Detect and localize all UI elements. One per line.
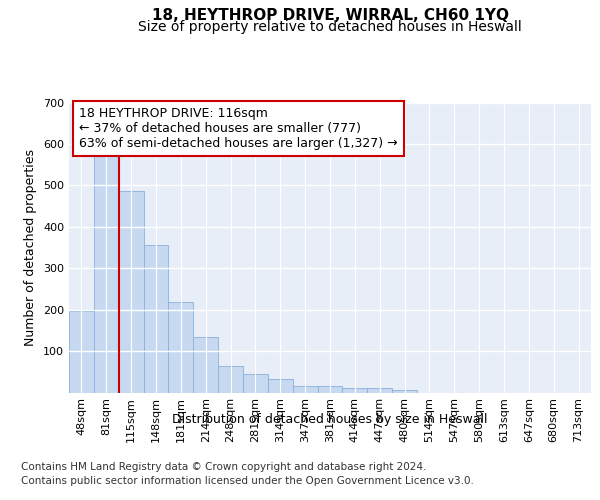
Bar: [119, 190, 143, 392]
Bar: [317, 386, 343, 392]
Text: 18, HEYTHROP DRIVE, WIRRAL, CH60 1YQ: 18, HEYTHROP DRIVE, WIRRAL, CH60 1YQ: [151, 8, 509, 22]
Bar: [218, 366, 243, 392]
Bar: [169, 302, 193, 392]
Bar: [243, 374, 268, 392]
Bar: [268, 379, 293, 392]
Bar: [193, 338, 218, 392]
Bar: [293, 386, 317, 392]
Bar: [343, 388, 367, 392]
Text: Distribution of detached houses by size in Heswall: Distribution of detached houses by size …: [172, 412, 488, 426]
Bar: [94, 152, 119, 392]
Text: Contains public sector information licensed under the Open Government Licence v3: Contains public sector information licen…: [21, 476, 474, 486]
Text: Size of property relative to detached houses in Heswall: Size of property relative to detached ho…: [138, 20, 522, 34]
Bar: [367, 388, 392, 392]
Bar: [143, 246, 169, 392]
Bar: [392, 390, 417, 392]
Y-axis label: Number of detached properties: Number of detached properties: [25, 149, 37, 346]
Text: Contains HM Land Registry data © Crown copyright and database right 2024.: Contains HM Land Registry data © Crown c…: [21, 462, 427, 472]
Text: 18 HEYTHROP DRIVE: 116sqm
← 37% of detached houses are smaller (777)
63% of semi: 18 HEYTHROP DRIVE: 116sqm ← 37% of detac…: [79, 107, 398, 150]
Bar: [69, 311, 94, 392]
